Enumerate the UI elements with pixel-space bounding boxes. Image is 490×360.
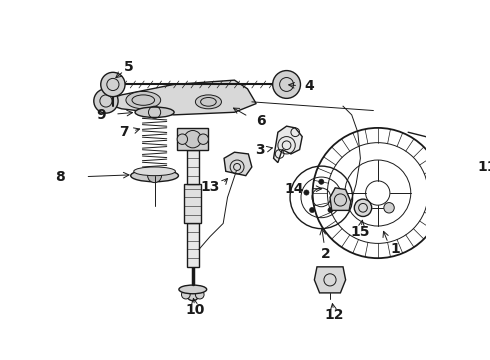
Ellipse shape: [179, 285, 207, 294]
Text: 3: 3: [255, 143, 265, 157]
Text: 4: 4: [304, 79, 314, 93]
Circle shape: [334, 190, 339, 195]
Circle shape: [328, 207, 333, 213]
Text: 6: 6: [256, 114, 266, 128]
Ellipse shape: [134, 167, 175, 176]
Polygon shape: [224, 152, 252, 176]
Text: 12: 12: [324, 307, 344, 321]
Polygon shape: [177, 128, 208, 150]
Text: 14: 14: [285, 182, 304, 196]
Polygon shape: [187, 150, 199, 184]
Polygon shape: [273, 126, 302, 163]
Circle shape: [181, 290, 190, 299]
Circle shape: [101, 72, 125, 96]
Ellipse shape: [196, 95, 221, 109]
Ellipse shape: [135, 107, 174, 117]
Text: 15: 15: [351, 225, 370, 239]
Text: 7: 7: [119, 125, 128, 139]
Text: 11: 11: [478, 160, 490, 174]
Polygon shape: [187, 224, 199, 267]
Circle shape: [177, 134, 188, 144]
Text: 8: 8: [55, 170, 65, 184]
Circle shape: [318, 179, 324, 184]
Text: 10: 10: [186, 303, 205, 317]
Circle shape: [354, 199, 372, 216]
Polygon shape: [100, 80, 256, 115]
Text: 13: 13: [200, 180, 220, 194]
Text: 9: 9: [97, 108, 106, 122]
Polygon shape: [315, 267, 345, 293]
Circle shape: [310, 207, 315, 213]
Circle shape: [94, 89, 118, 113]
Circle shape: [384, 203, 394, 213]
Circle shape: [147, 169, 162, 183]
Circle shape: [187, 289, 199, 301]
Circle shape: [196, 290, 204, 299]
Ellipse shape: [126, 91, 161, 109]
Circle shape: [198, 134, 208, 144]
Circle shape: [272, 71, 300, 98]
Ellipse shape: [131, 170, 178, 182]
Text: 2: 2: [321, 247, 331, 261]
Text: 5: 5: [123, 60, 133, 74]
Text: 1: 1: [391, 243, 400, 256]
Polygon shape: [330, 188, 351, 210]
Polygon shape: [184, 184, 201, 224]
Circle shape: [304, 190, 309, 195]
Circle shape: [184, 131, 201, 148]
